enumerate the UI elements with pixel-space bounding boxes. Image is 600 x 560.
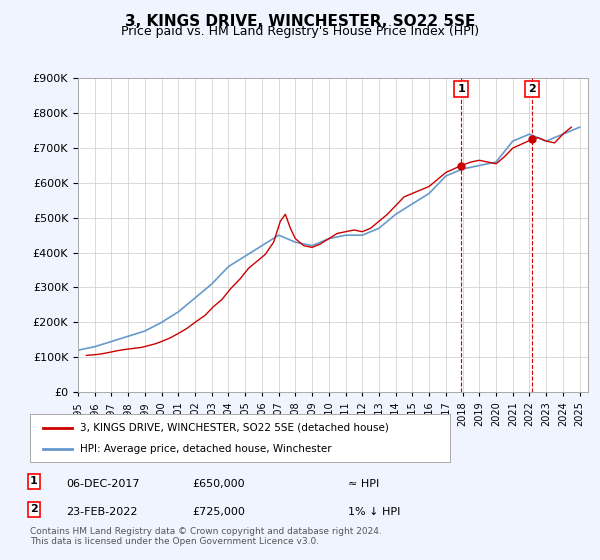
Text: 1: 1 bbox=[30, 477, 38, 487]
Text: 2: 2 bbox=[30, 505, 38, 515]
Text: 1% ↓ HPI: 1% ↓ HPI bbox=[348, 507, 400, 517]
Text: 1: 1 bbox=[457, 84, 465, 94]
Text: Price paid vs. HM Land Registry's House Price Index (HPI): Price paid vs. HM Land Registry's House … bbox=[121, 25, 479, 38]
Text: 23-FEB-2022: 23-FEB-2022 bbox=[66, 507, 137, 517]
Text: £725,000: £725,000 bbox=[192, 507, 245, 517]
Text: 3, KINGS DRIVE, WINCHESTER, SO22 5SE: 3, KINGS DRIVE, WINCHESTER, SO22 5SE bbox=[125, 14, 475, 29]
Text: £650,000: £650,000 bbox=[192, 479, 245, 489]
Text: 3, KINGS DRIVE, WINCHESTER, SO22 5SE (detached house): 3, KINGS DRIVE, WINCHESTER, SO22 5SE (de… bbox=[80, 423, 389, 433]
Text: 2: 2 bbox=[528, 84, 536, 94]
Text: 06-DEC-2017: 06-DEC-2017 bbox=[66, 479, 139, 489]
Text: HPI: Average price, detached house, Winchester: HPI: Average price, detached house, Winc… bbox=[80, 444, 332, 454]
Text: Contains HM Land Registry data © Crown copyright and database right 2024.
This d: Contains HM Land Registry data © Crown c… bbox=[30, 526, 382, 546]
Text: ≈ HPI: ≈ HPI bbox=[348, 479, 379, 489]
